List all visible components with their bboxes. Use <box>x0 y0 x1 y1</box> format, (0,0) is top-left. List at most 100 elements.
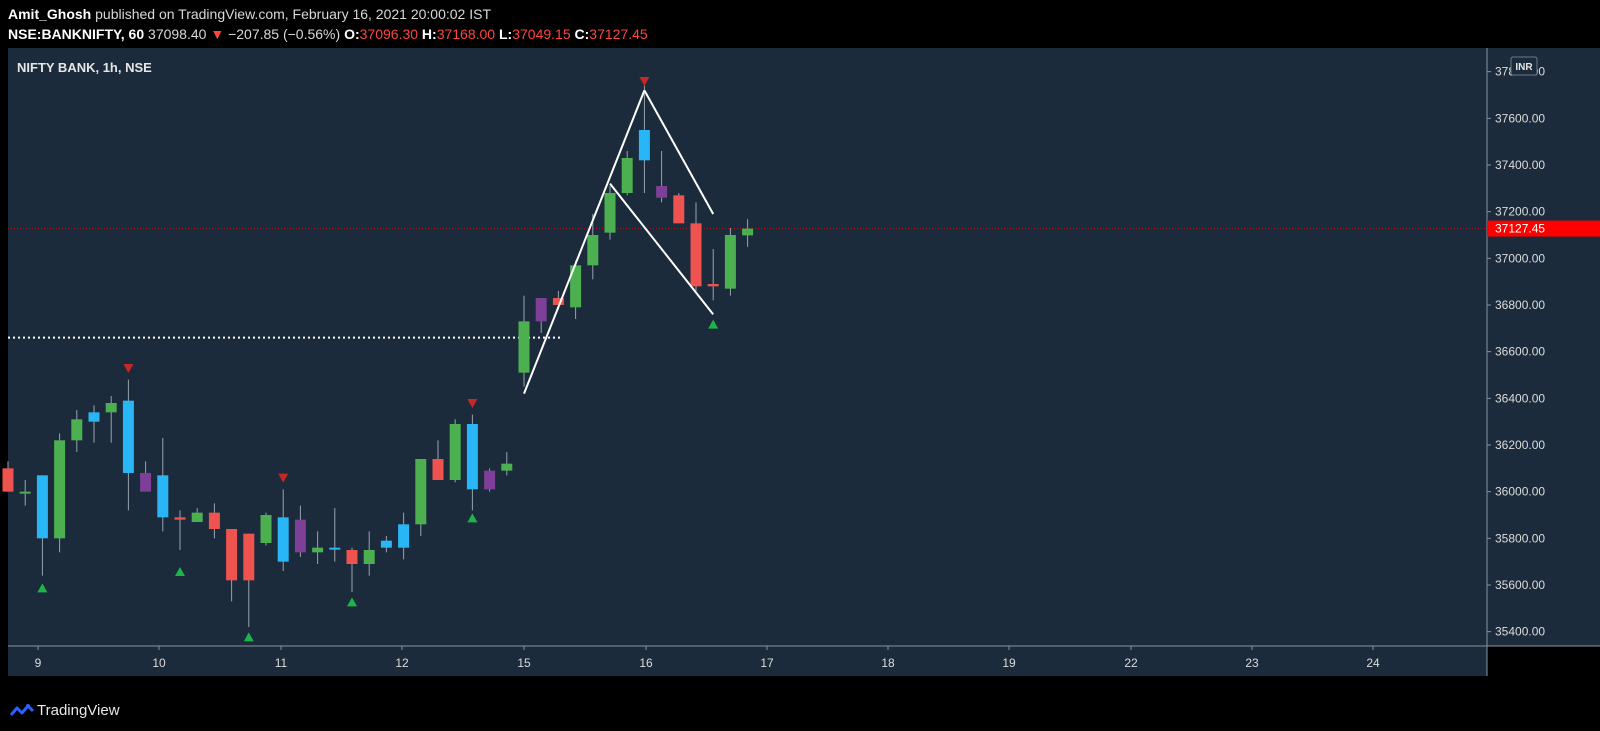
published-text: published on TradingView.com, February 1… <box>91 6 492 22</box>
y-tick-label: 37400.00 <box>1495 158 1545 172</box>
candle-body <box>88 412 100 422</box>
candle-body <box>484 470 496 490</box>
x-tick-label: 16 <box>639 656 653 670</box>
change-down-icon: ▼ <box>210 26 225 42</box>
ohlc-line: NSE:BANKNIFTY, 60 37098.40 ▼ −207.85 (−0… <box>8 26 648 42</box>
x-tick-label: 17 <box>760 656 774 670</box>
symbol-label: NSE:BANKNIFTY, 60 <box>8 26 145 42</box>
candle-body <box>518 321 530 373</box>
y-tick-label: 35800.00 <box>1495 531 1545 545</box>
trendline <box>523 89 646 395</box>
signal-down-marker <box>278 473 289 483</box>
candle-body <box>449 424 461 480</box>
candle-body <box>621 158 633 193</box>
x-tick-label: 15 <box>517 656 531 670</box>
candle-body <box>363 550 375 564</box>
high-label: H: <box>421 26 437 42</box>
candle-body <box>191 512 203 522</box>
candle-body <box>673 195 685 224</box>
x-tick-label: 24 <box>1366 656 1380 670</box>
chart-title: NIFTY BANK, 1h, NSE <box>17 60 152 75</box>
y-tick-label: 37600.00 <box>1495 111 1545 125</box>
candle-body <box>570 265 582 308</box>
signal-up-marker <box>175 567 185 576</box>
candle-body <box>140 473 152 492</box>
y-tick-label: 35400.00 <box>1495 625 1545 639</box>
y-tick-label: 36200.00 <box>1495 438 1545 452</box>
y-tick-label: 36400.00 <box>1495 391 1545 405</box>
open-label: O: <box>344 26 360 42</box>
candle-body <box>398 524 410 548</box>
author-name[interactable]: Amit_Ghosh <box>8 6 92 22</box>
last-price-label: 37127.45 <box>1495 222 1545 236</box>
candle-body <box>105 403 117 413</box>
signal-down-marker <box>467 399 478 408</box>
x-tick-label: 12 <box>395 656 409 670</box>
time-axis <box>8 646 1487 676</box>
change-value: −207.85 (−0.56%) <box>228 26 341 42</box>
candle-body <box>329 547 341 550</box>
y-tick-label: 36600.00 <box>1495 345 1545 359</box>
candle-body <box>707 284 719 287</box>
candle-body <box>19 491 31 494</box>
candle-body <box>346 550 358 564</box>
candle-body <box>587 235 599 266</box>
candle-body <box>226 529 238 581</box>
x-tick-label: 19 <box>1002 656 1016 670</box>
plot-area <box>8 48 1487 646</box>
trendline <box>609 183 714 315</box>
candle-body <box>604 193 616 233</box>
signal-up-marker <box>243 632 254 642</box>
candle-body <box>243 533 255 581</box>
signal-up-marker <box>347 597 357 607</box>
candle-body <box>71 419 83 441</box>
price-axis <box>1487 48 1600 646</box>
y-tick-label: 35600.00 <box>1495 578 1545 592</box>
candle-body <box>432 459 444 480</box>
low-label: L: <box>499 26 513 42</box>
candle-body <box>260 515 272 543</box>
chart-header: Amit_Ghosh published on TradingView.com,… <box>0 0 1600 46</box>
x-tick-label: 22 <box>1124 656 1138 670</box>
candle-body <box>277 517 289 562</box>
low-value: 37049.15 <box>512 26 571 42</box>
last-price-tag <box>1487 220 1600 237</box>
x-tick-label: 11 <box>275 656 288 670</box>
y-tick-label: 37200.00 <box>1495 205 1545 219</box>
candle-body <box>552 298 564 305</box>
signal-down-marker <box>639 77 650 86</box>
candle-body <box>174 517 186 520</box>
tradingview-brand[interactable]: TradingView <box>37 702 120 719</box>
candle-body <box>724 235 736 289</box>
signal-up-marker <box>467 513 478 523</box>
candle-body <box>122 400 134 473</box>
open-value: 37096.30 <box>359 26 419 42</box>
y-tick-label: 37000.00 <box>1495 251 1545 265</box>
currency-badge <box>1510 56 1538 76</box>
candle-body <box>208 512 220 529</box>
last-price: 37098.40 <box>148 26 207 42</box>
candle-body <box>466 424 478 490</box>
tradingview-logo-icon[interactable] <box>10 703 34 719</box>
candle-body <box>535 298 547 322</box>
candle-body <box>2 468 14 492</box>
y-tick-label: 36800.00 <box>1495 298 1545 312</box>
candle-body <box>638 130 650 161</box>
candle-body <box>415 459 427 525</box>
close-label: C: <box>574 26 590 42</box>
candle-body <box>690 223 702 287</box>
x-tick-label: 10 <box>152 656 166 670</box>
candle-body <box>742 228 754 236</box>
close-value: 37127.45 <box>589 26 648 42</box>
signal-down-marker <box>123 364 134 373</box>
candle-body <box>501 463 513 471</box>
candle-body <box>380 540 392 548</box>
candle-body <box>312 547 324 553</box>
signal-up-marker <box>708 319 719 329</box>
trendline <box>643 89 715 215</box>
candlestick-chart[interactable]: NIFTY BANK, 1h, NSE37800.0037600.0037400… <box>0 46 1600 691</box>
candle-body <box>294 519 306 553</box>
candle-body <box>656 186 668 198</box>
candle-body <box>36 475 48 539</box>
currency-badge-label: INR <box>1515 62 1533 73</box>
